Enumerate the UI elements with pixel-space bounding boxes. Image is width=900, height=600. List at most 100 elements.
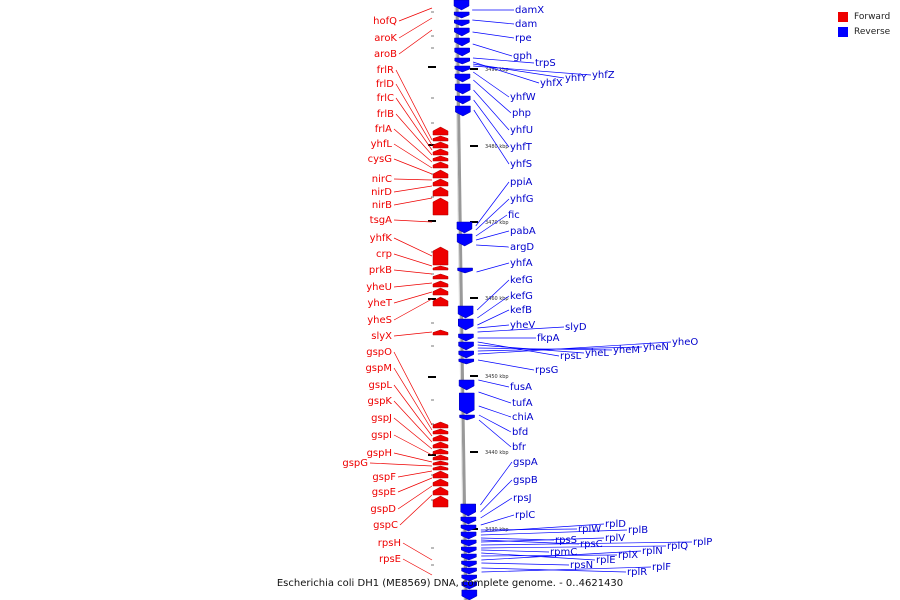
forward-gene-label[interactable]: gspL xyxy=(369,380,393,391)
forward-gene-label[interactable]: gspM xyxy=(365,363,392,374)
forward-gene-label[interactable]: slyX xyxy=(371,331,392,342)
reverse-gene-feature[interactable] xyxy=(455,105,471,117)
forward-gene-label[interactable]: nirB xyxy=(372,200,392,211)
forward-gene-feature[interactable] xyxy=(432,421,449,429)
reverse-gene-feature[interactable] xyxy=(453,0,470,11)
reverse-gene-label[interactable]: rplF xyxy=(652,562,671,573)
reverse-gene-label[interactable]: rplV xyxy=(605,533,625,544)
reverse-gene-feature[interactable] xyxy=(457,305,474,319)
forward-gene-feature[interactable] xyxy=(432,246,449,266)
forward-gene-feature[interactable] xyxy=(432,454,449,461)
reverse-gene-label[interactable]: yhfG xyxy=(510,194,534,205)
forward-gene-label[interactable]: prkB xyxy=(369,265,392,276)
reverse-gene-label[interactable]: argD xyxy=(510,242,534,253)
forward-gene-label[interactable]: rpsE xyxy=(379,554,401,565)
forward-gene-feature[interactable] xyxy=(432,155,449,162)
reverse-gene-feature[interactable] xyxy=(460,524,477,532)
reverse-gene-label[interactable]: rplD xyxy=(605,519,626,530)
reverse-gene-label[interactable]: kefB xyxy=(510,305,532,316)
reverse-gene-label[interactable]: trpS xyxy=(535,58,556,69)
forward-gene-feature[interactable] xyxy=(432,434,449,442)
reverse-gene-label[interactable]: bfr xyxy=(512,442,527,453)
reverse-gene-label[interactable]: yheO xyxy=(672,337,698,348)
reverse-gene-feature[interactable] xyxy=(458,379,475,391)
forward-gene-label[interactable]: yheT xyxy=(367,298,392,309)
reverse-gene-label[interactable]: kefG xyxy=(510,291,533,302)
forward-gene-feature[interactable] xyxy=(432,273,449,280)
forward-gene-feature[interactable] xyxy=(432,265,449,271)
reverse-gene-label[interactable]: gspA xyxy=(513,457,538,468)
reverse-gene-label[interactable]: rplC xyxy=(515,510,535,521)
forward-gene-label[interactable]: nirC xyxy=(372,174,392,185)
forward-gene-label[interactable]: rpsH xyxy=(378,538,401,549)
reverse-gene-label[interactable]: fic xyxy=(508,210,520,221)
forward-gene-label[interactable]: yhfL xyxy=(371,139,393,150)
reverse-gene-label[interactable]: rpe xyxy=(515,33,532,44)
forward-gene-label[interactable]: frlD xyxy=(376,79,394,90)
reverse-gene-label[interactable]: yhfZ xyxy=(592,70,615,81)
reverse-gene-feature[interactable] xyxy=(454,19,470,27)
forward-gene-feature[interactable] xyxy=(432,148,449,156)
reverse-gene-label[interactable]: rplE xyxy=(596,555,616,566)
forward-gene-feature[interactable] xyxy=(432,161,449,169)
reverse-gene-label[interactable]: ppiA xyxy=(510,177,532,188)
reverse-gene-label[interactable]: gph xyxy=(513,51,532,62)
reverse-gene-label[interactable]: php xyxy=(512,108,531,119)
reverse-gene-label[interactable]: chiA xyxy=(512,412,534,423)
reverse-gene-label[interactable]: tufA xyxy=(512,398,533,409)
forward-gene-label[interactable]: yhfK xyxy=(370,233,393,244)
reverse-gene-feature[interactable] xyxy=(461,567,477,575)
forward-gene-feature[interactable] xyxy=(432,178,449,187)
reverse-gene-feature[interactable] xyxy=(459,414,475,421)
reverse-gene-label[interactable]: rpsS xyxy=(555,535,577,546)
forward-gene-feature[interactable] xyxy=(432,441,449,449)
reverse-gene-feature[interactable] xyxy=(458,358,475,365)
reverse-gene-label[interactable]: rpsJ xyxy=(513,493,532,504)
reverse-gene-feature[interactable] xyxy=(461,553,477,561)
reverse-gene-feature[interactable] xyxy=(456,221,473,234)
reverse-gene-feature[interactable] xyxy=(455,95,471,105)
forward-gene-feature[interactable] xyxy=(432,169,449,179)
reverse-gene-label[interactable]: rplR xyxy=(627,567,647,578)
reverse-gene-label[interactable]: rplX xyxy=(618,550,638,561)
forward-gene-label[interactable]: gspH xyxy=(367,448,392,459)
reverse-gene-label[interactable]: yhfA xyxy=(510,258,533,269)
forward-gene-feature[interactable] xyxy=(432,280,449,288)
forward-gene-label[interactable]: gspF xyxy=(372,472,396,483)
forward-gene-label[interactable]: yheS xyxy=(367,315,392,326)
forward-gene-feature[interactable] xyxy=(432,296,449,307)
forward-gene-label[interactable]: frlC xyxy=(377,93,394,104)
reverse-gene-label[interactable]: fkpA xyxy=(537,333,560,344)
forward-gene-label[interactable]: yheU xyxy=(366,282,392,293)
forward-gene-label[interactable]: frlB xyxy=(377,109,394,120)
forward-gene-label[interactable]: gspK xyxy=(368,396,393,407)
reverse-gene-feature[interactable] xyxy=(454,65,471,73)
reverse-gene-label[interactable]: bfd xyxy=(512,427,528,438)
reverse-gene-label[interactable]: pabA xyxy=(510,226,536,237)
reverse-gene-feature[interactable] xyxy=(461,546,477,554)
reverse-gene-feature[interactable] xyxy=(454,37,470,47)
reverse-gene-feature[interactable] xyxy=(458,318,474,331)
reverse-gene-feature[interactable] xyxy=(454,83,471,95)
reverse-gene-feature[interactable] xyxy=(461,589,478,600)
reverse-gene-feature[interactable] xyxy=(460,531,477,540)
forward-gene-feature[interactable] xyxy=(432,126,449,136)
reverse-gene-feature[interactable] xyxy=(454,27,470,37)
forward-gene-label[interactable]: gspE xyxy=(372,487,396,498)
reverse-gene-label[interactable]: fusA xyxy=(510,382,532,393)
forward-gene-label[interactable]: frlR xyxy=(377,65,394,76)
forward-gene-feature[interactable] xyxy=(432,141,449,149)
reverse-gene-label[interactable]: dam xyxy=(515,19,537,30)
forward-gene-feature[interactable] xyxy=(432,486,449,496)
reverse-gene-label[interactable]: rplN xyxy=(642,546,663,557)
reverse-gene-feature[interactable] xyxy=(454,73,471,83)
forward-gene-label[interactable]: gspJ xyxy=(371,413,392,424)
reverse-gene-feature[interactable] xyxy=(454,47,470,57)
forward-gene-feature[interactable] xyxy=(432,448,449,455)
forward-gene-label[interactable]: tsgA xyxy=(370,215,392,226)
reverse-gene-label[interactable]: gspB xyxy=(513,475,538,486)
reverse-gene-label[interactable]: yhfU xyxy=(510,125,533,136)
reverse-gene-feature[interactable] xyxy=(460,503,476,517)
forward-gene-feature[interactable] xyxy=(432,465,449,471)
forward-gene-label[interactable]: nirD xyxy=(371,187,392,198)
